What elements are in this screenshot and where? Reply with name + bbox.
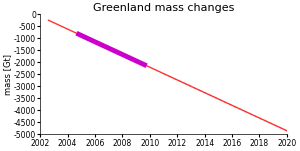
Title: Greenland mass changes: Greenland mass changes xyxy=(93,3,234,13)
Y-axis label: mass [Gt]: mass [Gt] xyxy=(4,54,13,95)
